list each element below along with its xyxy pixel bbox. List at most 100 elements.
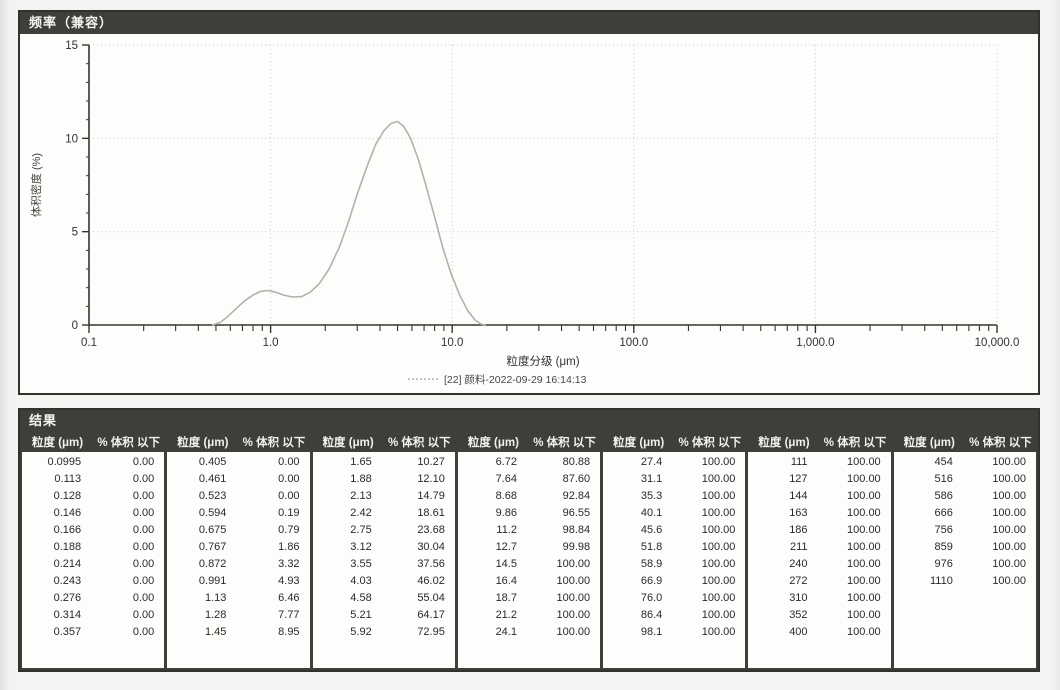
x-axis-label: 粒度分级 (μm) [506,354,579,368]
table-row: 2.42 18.61 [313,505,455,522]
table-row: 0.128 0.00 [22,488,164,505]
percent-under-cell: 1.86 [278,541,300,553]
table-row: 5.21 64.17 [313,607,455,624]
percent-under-cell: 100.00 [701,575,736,587]
percent-under-cell: 0.00 [132,609,155,621]
legend-label: [22] 颜料-2022-09-29 16:14:13 [444,373,587,386]
size-cell: 7.64 [495,473,517,485]
results-subtable-header: 粒度 (μm) % 体积 以下 [894,432,1036,452]
percent-under-cell: 100.00 [992,490,1026,502]
table-row: 7.64 87.60 [458,471,600,488]
size-cell: 1.45 [205,626,227,638]
size-column-header: 粒度 (μm) [467,437,519,449]
percent-under-cell: 0.00 [132,626,155,638]
results-subtable-body: 0.405 0.00 0.461 0.00 0.523 0.00 0.594 0.19 0.67… [167,452,310,668]
results-subtable-header: 粒度 (μm) % 体积 以下 [22,432,164,452]
table-row: 3.55 37.56 [313,556,455,573]
table-row: 163 100.00 [748,505,890,522]
table-row: 4.58 55.04 [313,590,455,607]
table-row: 51.8 100.00 [603,539,745,556]
table-row: 40.1 100.00 [603,505,745,522]
size-cell: 163 [789,507,808,519]
percent-under-cell: 12.10 [417,473,445,485]
table-row: 756 100.00 [894,522,1036,539]
size-column-header: 粒度 (μm) [613,437,665,449]
size-cell: 454 [934,456,953,468]
percent-under-cell: 100.00 [701,507,736,519]
percent-under-cell: 100.00 [992,558,1026,570]
table-row: 240 100.00 [748,556,890,573]
size-cell: 24.1 [495,626,517,638]
percent-under-cell: 100.00 [847,490,881,502]
percent-under-cell: 3.32 [278,558,300,570]
size-cell: 58.9 [640,558,663,570]
percent-under-cell: 0.79 [278,524,300,536]
table-row: 9.86 96.55 [458,505,600,522]
percent-under-cell: 46.02 [417,575,445,587]
size-cell: 186 [789,524,808,536]
size-cell: 0.675 [198,524,227,536]
size-cell: 31.1 [640,473,663,485]
percent-column-header: % 体积 以下 [678,437,742,449]
results-subtable-body: 1.65 10.27 1.88 12.10 2.13 14.79 2.42 18.61 2.75… [312,452,455,668]
percent-under-cell: 100.00 [701,490,736,502]
table-row: 98.1 100.00 [603,624,745,641]
table-row: 0.214 0.00 [22,556,164,573]
table-row: 12.7 99.98 [458,539,600,556]
percent-under-cell: 72.95 [417,626,445,638]
size-cell: 111 [790,456,808,468]
table-row: 2.75 23.68 [313,522,455,539]
size-cell: 1.88 [350,473,372,485]
size-cell: 0.357 [53,626,82,638]
table-row: 8.68 92.84 [458,488,600,505]
table-row: 18.7 100.00 [458,590,600,607]
table-row: 666 100.00 [894,505,1036,522]
x-tick-label: 10,000.0 [975,337,1020,349]
table-row: 0.872 3.32 [167,556,309,573]
results-subtable-body: 0.0995 0.00 0.113 0.00 0.128 0.00 0.146 0.00 0.1… [22,452,165,668]
table-row: 127 100.00 [748,471,890,488]
percent-under-cell: 100.00 [701,456,736,468]
percent-under-cell: 100.00 [556,575,591,587]
table-row: 0.767 1.86 [167,539,309,556]
x-tick-label: 0.1 [81,337,97,349]
table-row: 5.92 72.95 [313,624,455,641]
size-column-header: 粒度 (μm) [758,437,810,449]
percent-column-header: % 体积 以下 [97,437,161,449]
size-cell: 12.7 [495,541,517,553]
table-row: 2.13 14.79 [313,488,455,505]
results-panel: 结果 粒度 (μm)% 体积 以下 0.0995 0.00 0.113 0.00 0.12… [18,408,1040,672]
results-subtable: 粒度 (μm) % 体积 以下 6.72 80.88 7.64 87.60 8.68 92.8… [457,432,601,668]
size-cell: 2.13 [350,490,372,502]
table-row: 0.188 0.00 [22,539,164,556]
table-row: 400 100.00 [748,624,890,641]
table-row: 86.4 100.00 [603,607,745,624]
table-row: 516 100.00 [894,471,1036,488]
table-row: 0.523 0.00 [167,488,309,505]
percent-under-cell: 7.77 [278,609,300,621]
y-axis-label: 体积密度 (%) [29,153,43,217]
size-column-header: 粒度 (μm) [322,437,374,449]
percent-under-cell: 0.00 [132,558,155,570]
size-cell: 27.4 [640,456,663,468]
percent-under-cell: 98.84 [562,524,591,536]
percent-under-cell: 0.00 [132,473,155,485]
size-column-header: 粒度 (μm) [32,437,84,449]
results-subtable-header: 粒度 (μm) % 体积 以下 [748,432,890,452]
size-cell: 0.214 [53,558,82,570]
percent-under-cell: 100.00 [701,626,736,638]
percent-under-cell: 0.00 [132,541,155,553]
size-cell: 3.12 [350,541,372,553]
table-row: 3.12 30.04 [313,539,455,556]
size-cell: 586 [934,490,953,502]
size-cell: 11.2 [496,524,517,536]
percent-under-cell: 8.95 [278,626,300,638]
table-row: 1110 100.00 [894,573,1036,590]
x-tick-label: 100.0 [619,337,648,349]
percent-under-cell: 23.68 [417,524,445,536]
table-row: 66.9 100.00 [603,573,745,590]
percent-column-header: % 体积 以下 [823,437,887,449]
results-subtable: 粒度 (μm) % 体积 以下 111 100.00 127 100.00 144 100.0… [748,432,891,668]
y-tick-label: 0 [72,320,78,332]
percent-column-header: % 体积 以下 [387,437,451,449]
